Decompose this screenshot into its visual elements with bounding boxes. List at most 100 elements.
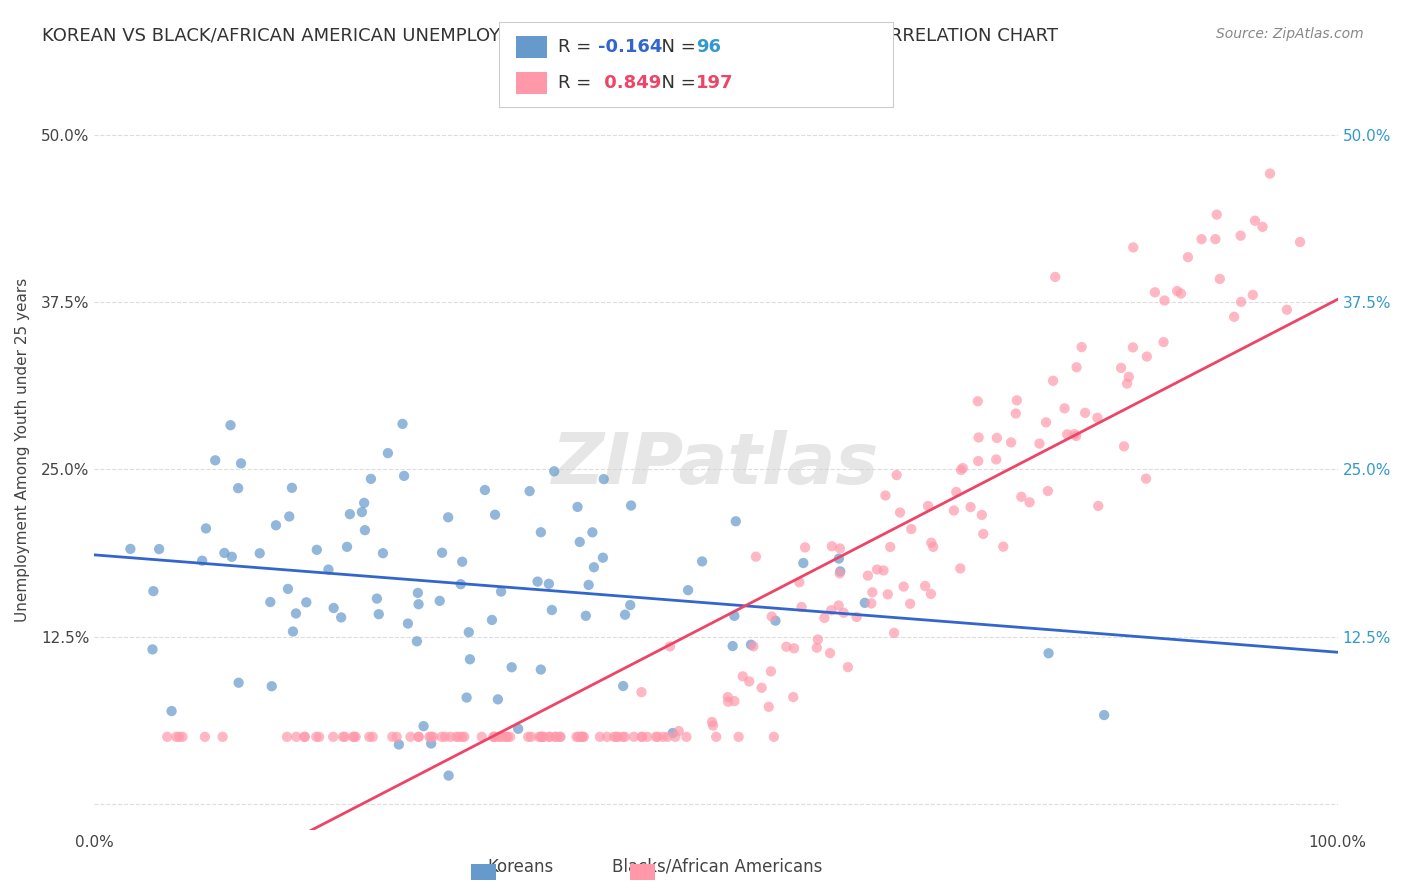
Point xyxy=(1018,495,1040,509)
Point xyxy=(172,730,194,744)
Point xyxy=(1153,293,1175,308)
Point xyxy=(281,624,304,639)
Point xyxy=(408,730,430,744)
Point xyxy=(142,584,165,599)
Point xyxy=(759,665,782,679)
Point xyxy=(276,730,298,744)
Point xyxy=(484,508,506,522)
Text: ZIPatlas: ZIPatlas xyxy=(553,430,880,500)
Text: 197: 197 xyxy=(696,74,734,92)
Point xyxy=(330,610,353,624)
Point xyxy=(484,730,506,744)
Point xyxy=(875,488,897,502)
Point xyxy=(249,546,271,560)
Point xyxy=(226,481,249,495)
Point xyxy=(1204,232,1226,246)
Point xyxy=(537,577,560,591)
Point xyxy=(731,669,754,683)
Point xyxy=(381,730,404,744)
Point xyxy=(794,541,817,555)
Point xyxy=(820,603,842,617)
Point xyxy=(630,730,652,744)
Point xyxy=(499,730,522,744)
Point xyxy=(704,730,727,744)
Point xyxy=(420,737,443,751)
Point xyxy=(898,597,921,611)
Point xyxy=(1122,340,1144,354)
Point xyxy=(412,719,434,733)
Point xyxy=(229,456,252,470)
Point xyxy=(700,714,723,729)
Point xyxy=(821,539,844,553)
Point xyxy=(1116,376,1139,391)
Point xyxy=(832,606,855,620)
Point xyxy=(922,540,945,554)
Point xyxy=(450,577,472,591)
Point xyxy=(630,730,652,744)
Point xyxy=(614,607,637,622)
Point xyxy=(920,587,942,601)
Point xyxy=(530,663,553,677)
Point xyxy=(620,499,643,513)
Point xyxy=(437,510,460,524)
Point xyxy=(264,518,287,533)
Point xyxy=(333,730,356,744)
Point xyxy=(492,730,515,744)
Point xyxy=(458,652,481,666)
Text: N =: N = xyxy=(650,38,702,56)
Point xyxy=(1028,436,1050,450)
Point xyxy=(645,730,668,744)
Point xyxy=(879,540,901,554)
Point xyxy=(866,562,889,576)
Point xyxy=(392,469,415,483)
Point xyxy=(501,660,523,674)
Point xyxy=(690,554,713,568)
Point xyxy=(742,640,765,654)
Point xyxy=(495,730,517,744)
Point xyxy=(160,704,183,718)
Point xyxy=(1010,490,1032,504)
Point xyxy=(294,730,316,744)
Point xyxy=(481,613,503,627)
Point xyxy=(745,549,768,564)
Point xyxy=(860,585,883,599)
Point xyxy=(371,546,394,560)
Point xyxy=(668,724,690,739)
Point xyxy=(966,394,988,409)
Point xyxy=(456,690,478,705)
Point xyxy=(1035,416,1057,430)
Point xyxy=(1087,499,1109,513)
Point xyxy=(1205,208,1227,222)
Point xyxy=(191,554,214,568)
Point xyxy=(1143,285,1166,300)
Point xyxy=(343,730,366,744)
Point xyxy=(530,730,553,744)
Point xyxy=(581,525,603,540)
Point xyxy=(385,730,408,744)
Point xyxy=(889,506,911,520)
Point xyxy=(399,730,422,744)
Point xyxy=(972,527,994,541)
Point xyxy=(565,730,588,744)
Point xyxy=(860,597,883,611)
Point xyxy=(1045,269,1067,284)
Point xyxy=(305,542,328,557)
Point xyxy=(1251,219,1274,234)
Point xyxy=(285,730,308,744)
Point xyxy=(721,639,744,653)
Point xyxy=(332,730,354,744)
Point xyxy=(530,730,553,744)
Point xyxy=(422,730,444,744)
Point xyxy=(630,685,652,699)
Point xyxy=(827,599,849,613)
Point xyxy=(657,730,679,744)
Point xyxy=(342,730,364,744)
Point xyxy=(1112,439,1135,453)
Point xyxy=(724,514,747,528)
Point xyxy=(544,730,567,744)
Point xyxy=(589,730,612,744)
Point xyxy=(942,503,965,517)
Point xyxy=(141,642,163,657)
Point xyxy=(652,730,675,744)
Point xyxy=(305,730,328,744)
